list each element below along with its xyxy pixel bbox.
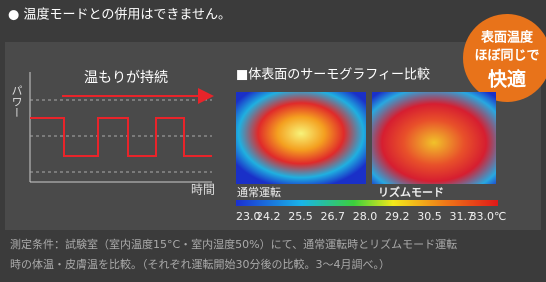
scale-label: 29.2 <box>385 210 410 223</box>
scale-label: 33.0℃ <box>470 210 507 223</box>
footer-line: 時の体温・皮膚温を比較。（それぞれ運転開始30分後の比較。3〜4月調べ。） <box>10 257 390 271</box>
footer-line: 測定条件：試験室（室内温度15°C・室内湿度50%）にて、通常運転時とリズムモー… <box>10 237 457 251</box>
arrow-label: 温もりが持続 <box>84 69 168 86</box>
scale-label: 25.5 <box>288 210 313 223</box>
scale-label: 26.7 <box>321 210 346 223</box>
thermo-label: 通常運転 <box>237 186 281 199</box>
notice: ● 温度モードとの併用はできません。 <box>8 7 231 23</box>
badge-line: ほぼ同じで <box>474 49 539 64</box>
badge-line: 快適 <box>488 68 526 91</box>
scale-label: 30.5 <box>417 210 442 223</box>
scale-label: 24.2 <box>256 210 281 223</box>
thermo-title: ■体表面のサーモグラフィー比較 <box>236 68 430 83</box>
color-bar <box>236 200 498 206</box>
thermo-image <box>372 92 496 184</box>
y-label: パワー <box>10 85 23 118</box>
thermo-image <box>236 92 366 184</box>
x-label: 時間 <box>191 183 215 197</box>
scale-label: 28.0 <box>353 210 378 223</box>
screen: ● 温度モードとの併用はできません。 表面温度 ほぼ同じで 快適 パワー 温もり… <box>0 0 546 278</box>
thermo-label: リズムモード <box>378 185 444 199</box>
page: {"notice": "● 温度モードとの併用はできません。", "badge"… <box>0 0 546 278</box>
badge-line: 表面温度 <box>480 30 534 46</box>
